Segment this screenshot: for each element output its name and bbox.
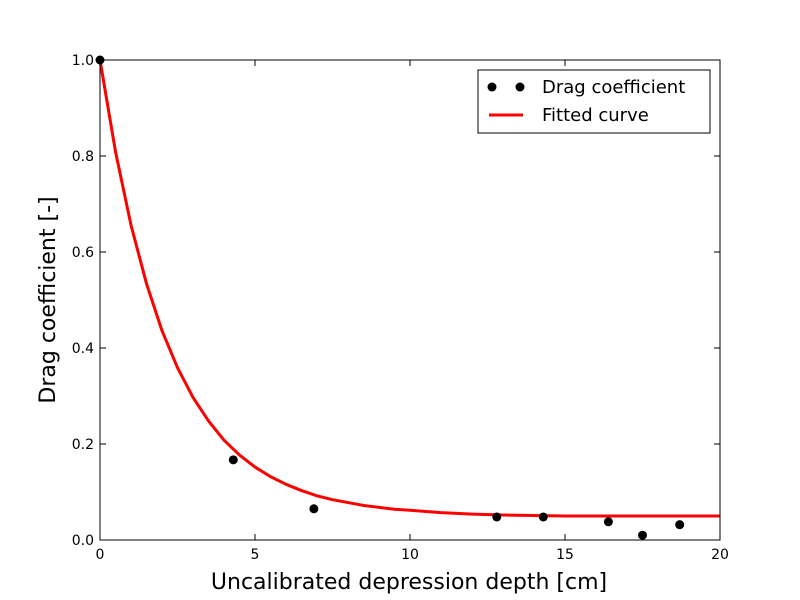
x-tick-label: 5	[251, 547, 260, 563]
data-point	[228, 455, 238, 465]
legend-marker-dot-1	[487, 82, 497, 92]
y-tick-label: 0.2	[72, 437, 94, 453]
x-tick-label: 10	[401, 547, 419, 563]
x-tick-label: 15	[556, 547, 574, 563]
data-point	[603, 517, 613, 527]
plot-area: 0 5 10 15 20 0.0 0.2 0.4 0.6 0.8 1.0	[72, 53, 729, 563]
data-point	[675, 520, 685, 530]
legend-marker-dot-2	[515, 82, 525, 92]
data-point	[638, 530, 647, 540]
y-axis-title: Drag coefficient [-]	[36, 196, 61, 403]
data-point	[309, 504, 319, 514]
x-axis-title: Uncalibrated depression depth [cm]	[211, 570, 607, 595]
data-point	[538, 512, 548, 522]
x-tick-label: 20	[711, 547, 729, 563]
y-tick-label: 1.0	[72, 53, 94, 69]
y-tick-label: 0.4	[72, 341, 94, 357]
fitted-curve-line	[98, 59, 720, 518]
legend: Drag coefficient Fitted curve	[477, 69, 711, 134]
legend-box	[477, 69, 711, 134]
y-tick-label: 0.0	[72, 533, 94, 549]
data-point	[492, 512, 502, 522]
legend-label-drag-coefficient: Drag coefficient	[542, 77, 685, 98]
y-tick-label: 0.8	[72, 149, 94, 165]
legend-label-fitted-curve: Fitted curve	[542, 105, 649, 126]
y-tick-label: 0.6	[72, 245, 94, 261]
plot-frame	[99, 59, 721, 541]
x-tick-label: 0	[96, 547, 105, 563]
